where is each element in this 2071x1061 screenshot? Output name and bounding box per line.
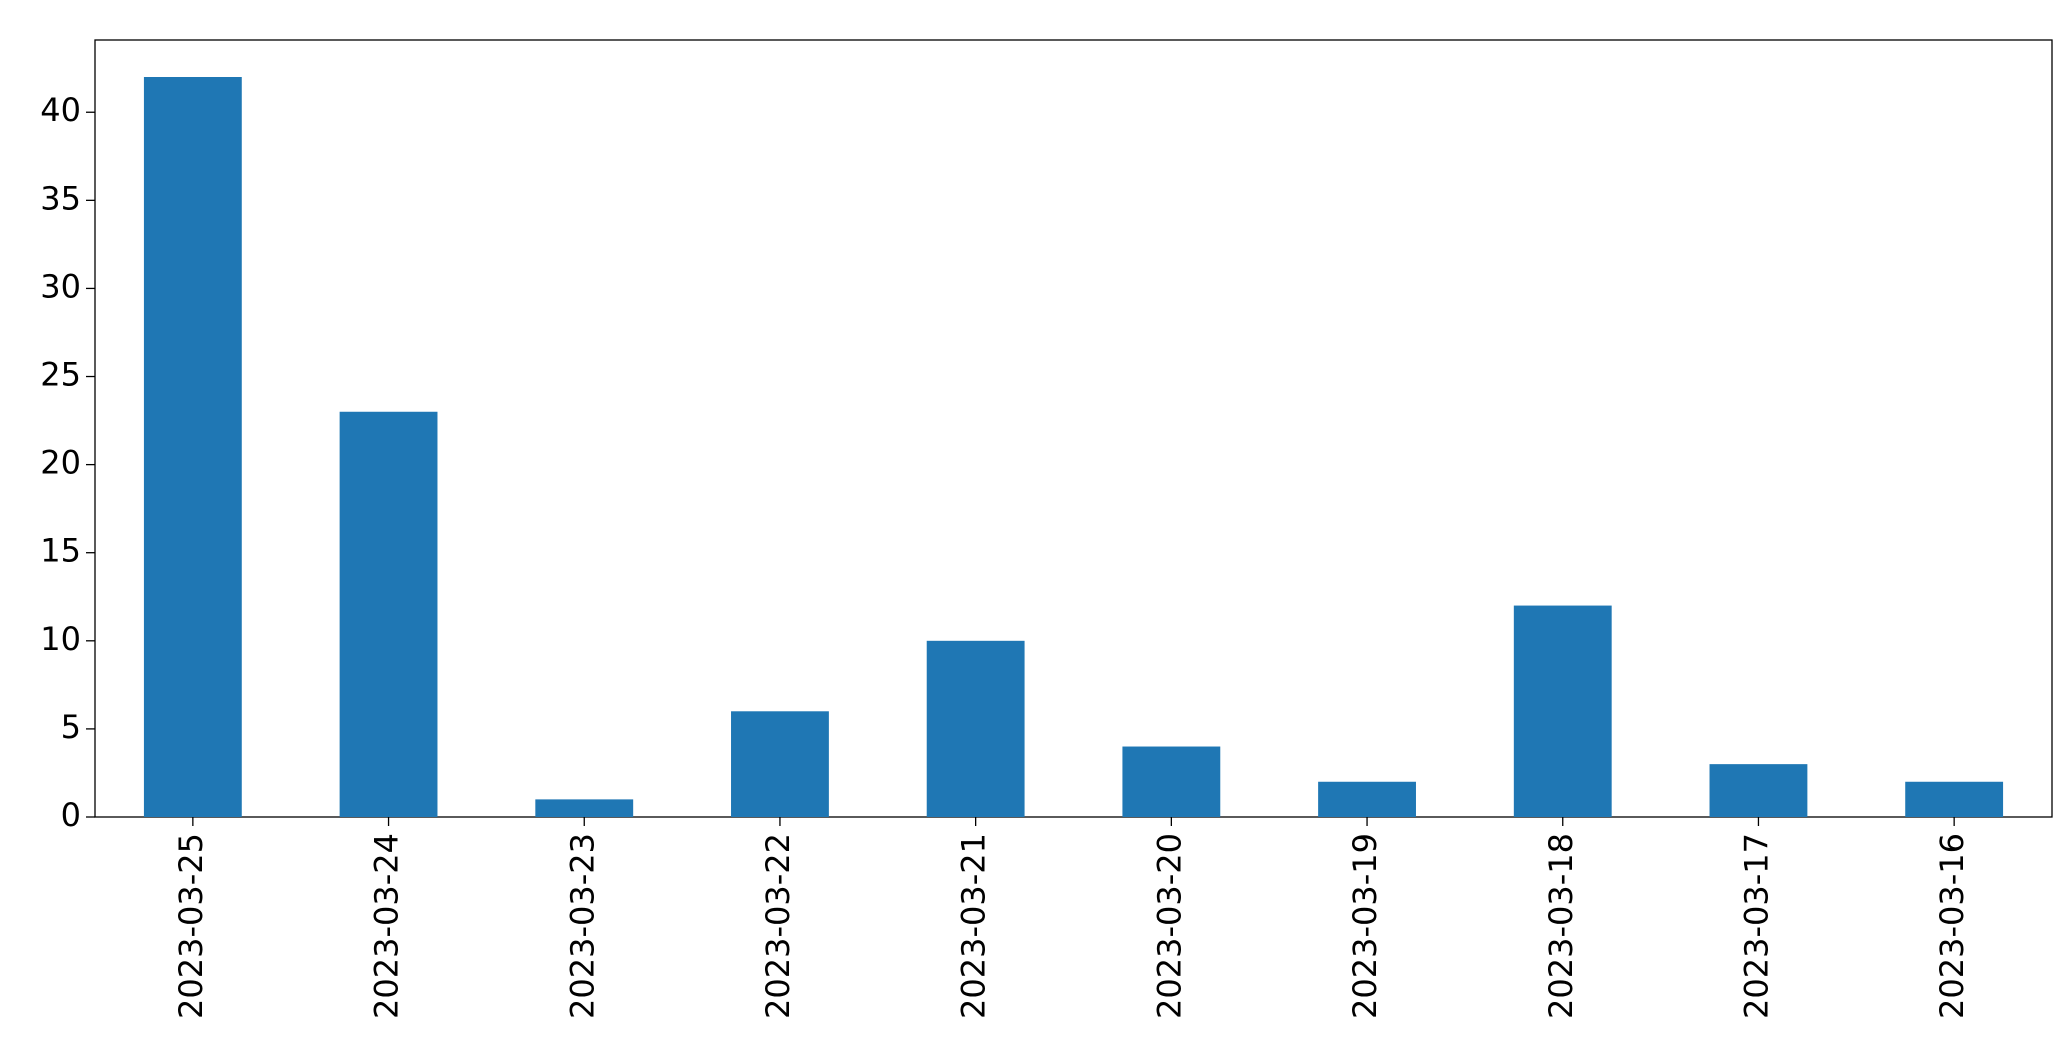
bar xyxy=(339,411,438,817)
x-tick-label: 2023-03-20 xyxy=(1150,833,1188,1019)
bar xyxy=(143,77,242,817)
bar xyxy=(1122,746,1221,817)
y-tick-label: 5 xyxy=(61,708,81,746)
x-tick-label: 2023-03-17 xyxy=(1737,833,1775,1019)
bar xyxy=(1513,605,1612,817)
y-tick-label: 10 xyxy=(40,620,81,658)
bar xyxy=(731,711,829,817)
y-tick-label: 30 xyxy=(40,267,81,305)
y-tick-label: 15 xyxy=(40,532,81,570)
x-tick-label: 2023-03-22 xyxy=(759,833,797,1019)
x-tick-label: 2023-03-19 xyxy=(1346,833,1384,1019)
y-tick-label: 35 xyxy=(40,179,81,217)
bar xyxy=(535,799,634,817)
x-tick-label: 2023-03-16 xyxy=(1933,833,1971,1019)
y-tick-label: 25 xyxy=(40,356,81,394)
y-tick-label: 40 xyxy=(40,91,81,129)
x-tick-label: 2023-03-18 xyxy=(1542,833,1580,1019)
y-tick-label: 0 xyxy=(61,796,81,834)
x-tick-label: 2023-03-24 xyxy=(368,833,406,1019)
plot-frame xyxy=(94,39,2053,818)
bar xyxy=(1709,764,1808,817)
bar xyxy=(926,640,1025,817)
bar xyxy=(1318,781,1416,817)
x-tick-label: 2023-03-23 xyxy=(563,833,601,1019)
x-tick-label: 2023-03-25 xyxy=(172,833,210,1019)
bar xyxy=(1905,781,2004,817)
x-tick-label: 2023-03-21 xyxy=(955,833,993,1019)
y-tick-label: 20 xyxy=(40,444,81,482)
